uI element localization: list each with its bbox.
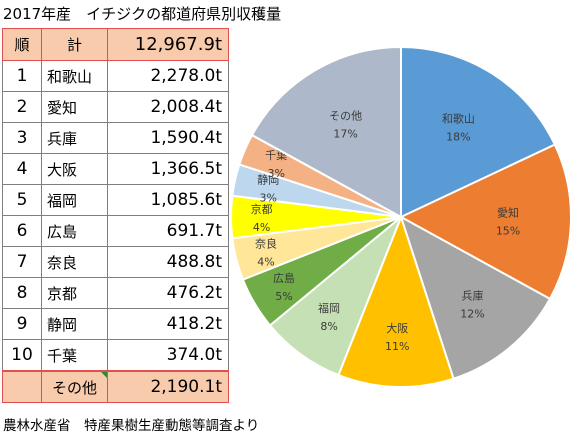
row-rank: 9 <box>2 308 42 340</box>
slice-label: 福岡 <box>318 301 340 315</box>
row-value: 1,590.4t <box>107 122 229 154</box>
row-rank: 5 <box>2 184 42 216</box>
slice-percent: 18% <box>446 131 470 144</box>
row-name: 広島 <box>41 215 108 247</box>
row-value: 418.2t <box>107 308 229 340</box>
pie-slice-1 <box>400 45 557 219</box>
slice-label: 奈良 <box>255 237 277 251</box>
other-name: その他 <box>51 378 97 397</box>
row-rank: 4 <box>2 153 42 185</box>
row-rank: 2 <box>2 91 42 123</box>
slice-percent: 3% <box>267 167 284 180</box>
row-name: 兵庫 <box>41 122 108 154</box>
header-total: 12,967.9t <box>107 28 229 61</box>
row-value: 488.8t <box>107 246 229 278</box>
slice-percent: 12% <box>460 307 484 320</box>
table-row: 5 福岡 1,085.6t <box>2 184 229 216</box>
row-value: 1,366.5t <box>107 153 229 185</box>
table-row: 8 京都 476.2t <box>2 277 229 309</box>
pie-slice-3 <box>399 214 552 380</box>
table-row: 3 兵庫 1,590.4t <box>2 122 229 154</box>
table-row: 7 奈良 488.8t <box>2 246 229 278</box>
row-name: 奈良 <box>41 246 108 278</box>
row-rank: 3 <box>2 122 42 154</box>
slice-percent: 8% <box>320 320 337 333</box>
row-rank: 6 <box>2 215 42 247</box>
header-name: 計 <box>41 28 108 61</box>
row-rank: 1 <box>2 60 42 92</box>
row-name: 千葉 <box>41 339 108 372</box>
slice-percent: 11% <box>385 340 409 353</box>
table-other-row: その他 2,190.1t <box>2 370 229 403</box>
pie-slice-4 <box>337 214 455 388</box>
row-value: 2,278.0t <box>107 60 229 92</box>
row-value: 2,008.4t <box>107 91 229 123</box>
pie-slice-11 <box>250 45 402 219</box>
slice-percent: 5% <box>275 290 292 303</box>
row-name: 和歌山 <box>41 60 108 92</box>
row-rank: 7 <box>2 246 42 278</box>
row-value: 691.7t <box>107 215 229 247</box>
row-name: 福岡 <box>41 184 108 216</box>
row-name: 愛知 <box>41 91 108 123</box>
slice-label: 広島 <box>273 271 295 285</box>
chart-title: 2017年産 イチジクの都道府県別収穫量 <box>3 5 282 23</box>
source-note: 農林水産省 特産果樹生産動態等調査より <box>3 418 260 434</box>
row-name: 京都 <box>41 277 108 309</box>
slice-percent: 3% <box>260 191 277 204</box>
ranking-table: 順 計 12,967.9t 1 和歌山 2,278.0t 2 愛知 2,008.4t 3… <box>2 28 229 403</box>
row-name: 静岡 <box>41 308 108 340</box>
table-row: 1 和歌山 2,278.0t <box>2 60 229 92</box>
slice-percent: 17% <box>333 127 357 140</box>
other-value: 2,190.1t <box>107 370 229 403</box>
slice-label: 愛知 <box>497 205 519 219</box>
row-name: 大阪 <box>41 153 108 185</box>
row-value: 476.2t <box>107 277 229 309</box>
row-value: 374.0t <box>107 339 229 372</box>
table-row: 2 愛知 2,008.4t <box>2 91 229 123</box>
table-row: 6 広島 691.7t <box>2 215 229 247</box>
slice-label: 兵庫 <box>462 288 484 302</box>
slice-percent: 4% <box>253 221 270 234</box>
table-row: 9 静岡 418.2t <box>2 308 229 340</box>
pie-slice-2 <box>398 143 572 301</box>
slice-percent: 4% <box>257 256 274 269</box>
slice-label: 大阪 <box>386 321 408 335</box>
table-header-row: 順 計 12,967.9t <box>2 28 229 61</box>
other-rank-cell <box>2 370 42 403</box>
header-rank: 順 <box>2 28 42 61</box>
row-rank: 8 <box>2 277 42 309</box>
table-row: 10 千葉 374.0t <box>2 339 229 372</box>
slice-label: その他 <box>329 109 362 122</box>
other-name-cell: その他 <box>41 370 108 403</box>
table-row: 4 大阪 1,366.5t <box>2 153 229 185</box>
row-rank: 10 <box>2 339 42 372</box>
cell-comment-marker <box>101 372 107 378</box>
pie-chart: 和歌山18%愛知15%兵庫12%大阪11%福岡8%広島5%奈良4%京都4%静岡3… <box>230 45 572 388</box>
slice-label: 京都 <box>251 202 273 216</box>
slice-percent: 15% <box>496 224 520 237</box>
slice-label: 和歌山 <box>442 112 475 126</box>
row-value: 1,085.6t <box>107 184 229 216</box>
